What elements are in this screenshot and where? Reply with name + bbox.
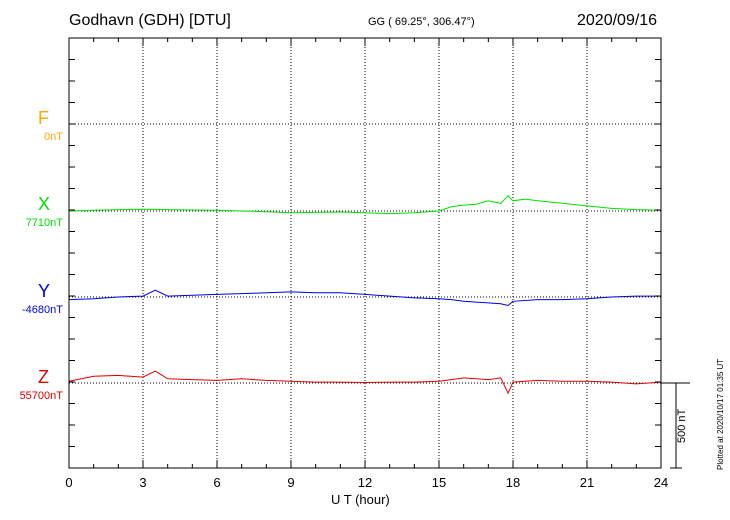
component-y-label: Y <box>38 281 51 301</box>
x-tick-label: 18 <box>506 475 520 490</box>
x-tick-label: 24 <box>654 475 668 490</box>
component-z-baseline: 55700nT <box>19 390 63 402</box>
scale-bar-label: 500 nT <box>676 408 688 443</box>
chart-series <box>68 194 662 395</box>
station-coordinates: GG ( 69.25°, 306.47°) <box>368 16 475 28</box>
station-title: Godhavn (GDH) [DTU] <box>69 12 231 29</box>
chart-axes <box>68 37 690 469</box>
component-z-label: Z <box>38 367 49 387</box>
component-f-label: F <box>38 108 49 128</box>
x-axis-title: U T (hour) <box>331 492 390 507</box>
x-tick-label: 6 <box>213 475 220 490</box>
x-tick-label: 12 <box>358 475 372 490</box>
plotted-timestamp: Plotted at 2020/10/17 01:35 UT <box>716 358 725 470</box>
x-tick-label: 15 <box>432 475 446 490</box>
component-y-baseline: -4680nT <box>22 304 63 316</box>
series-x-line <box>68 194 662 215</box>
component-x-baseline: 7710nT <box>25 217 63 229</box>
x-tick-label: 3 <box>139 475 146 490</box>
series-z-line <box>68 370 662 395</box>
chart-grid <box>69 38 661 468</box>
plot-frame <box>68 37 662 469</box>
component-x-label: X <box>38 194 51 214</box>
series-y-line <box>68 289 661 307</box>
x-tick-label: 0 <box>65 475 72 490</box>
chart-tick-labels: 0 3 6 9 12 15 18 21 24 <box>65 475 668 490</box>
x-tick-label: 9 <box>287 475 294 490</box>
chart-date: 2020/09/16 <box>577 12 658 29</box>
x-tick-label: 21 <box>580 475 594 490</box>
component-f-baseline: 0nT <box>44 131 63 143</box>
